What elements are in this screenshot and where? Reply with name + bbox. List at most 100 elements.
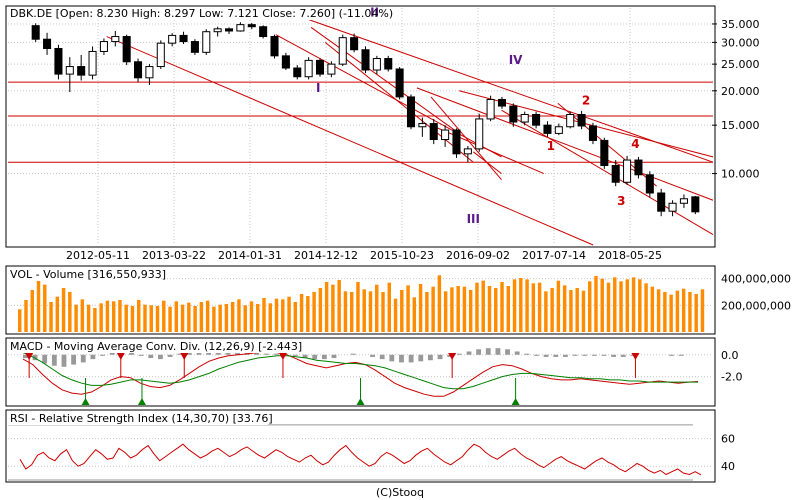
volume-bar bbox=[306, 296, 310, 332]
candle bbox=[668, 202, 677, 212]
volume-bar bbox=[105, 300, 110, 332]
wave-label: 4 bbox=[631, 137, 639, 151]
volume-bar bbox=[205, 300, 210, 332]
volume-bar bbox=[299, 294, 304, 332]
volume-bar bbox=[356, 282, 360, 332]
volume-bar bbox=[268, 303, 272, 332]
signal-line bbox=[22, 352, 698, 390]
volume-bar bbox=[55, 296, 60, 332]
macd-histogram-bar bbox=[408, 354, 414, 363]
volume-bar bbox=[362, 289, 366, 332]
candle bbox=[88, 50, 97, 76]
volume-bar bbox=[30, 290, 34, 332]
volume-bar bbox=[343, 291, 348, 332]
candle bbox=[657, 192, 666, 212]
macd-histogram-bar bbox=[476, 349, 482, 355]
candle bbox=[486, 98, 495, 120]
macd-histogram-bar bbox=[254, 352, 260, 355]
candle bbox=[520, 113, 529, 123]
macd-y-tick-label: 0.0 bbox=[721, 349, 739, 362]
candle bbox=[532, 113, 541, 126]
trend-line bbox=[416, 87, 714, 201]
volume-bar bbox=[387, 282, 391, 332]
volume-bar bbox=[487, 286, 492, 332]
candle bbox=[679, 198, 688, 204]
volume-bar bbox=[74, 304, 78, 332]
volume-bar bbox=[118, 300, 122, 332]
macd-line bbox=[22, 350, 699, 397]
volume-bar bbox=[400, 290, 404, 332]
macd-histogram-bar bbox=[563, 354, 568, 357]
volume-bar bbox=[694, 294, 698, 332]
volume-bar bbox=[619, 281, 623, 332]
volume-bar bbox=[663, 292, 667, 332]
volume-bar bbox=[556, 280, 561, 332]
volume-bar bbox=[187, 302, 191, 332]
volume-bar bbox=[550, 288, 554, 332]
candle bbox=[634, 159, 643, 176]
candle bbox=[611, 165, 620, 183]
rsi-y-tick-label: 40 bbox=[721, 460, 735, 473]
candle bbox=[418, 123, 427, 128]
trend-line bbox=[310, 27, 460, 134]
candle bbox=[315, 59, 325, 75]
sell-signal-marker bbox=[448, 353, 457, 360]
volume-bar bbox=[337, 280, 341, 332]
macd-histogram-bar bbox=[447, 354, 453, 357]
volume-bar bbox=[293, 302, 298, 332]
volume-bar bbox=[80, 299, 85, 332]
volume-bar bbox=[425, 292, 429, 332]
volume-bar bbox=[569, 290, 573, 332]
volume-bar bbox=[431, 286, 435, 332]
price-series: 2012-05-11 2013-03-22 2014-01-31 2014-12-12… bbox=[8, 6, 760, 262]
volume-bar bbox=[162, 300, 166, 332]
sell-signal-marker bbox=[631, 353, 640, 360]
rsi-y-tick-label: 60 bbox=[721, 433, 735, 446]
macd-histogram-bar bbox=[158, 354, 163, 360]
volume-bar bbox=[43, 284, 47, 332]
volume-bar bbox=[368, 291, 373, 332]
candle bbox=[293, 67, 302, 78]
volume-bar bbox=[669, 294, 673, 332]
macd-histogram-bar bbox=[302, 354, 308, 359]
volume-bar bbox=[86, 304, 91, 332]
candle bbox=[600, 139, 609, 167]
macd-histogram-bar bbox=[485, 348, 491, 355]
macd-histogram-bar bbox=[312, 354, 318, 360]
y-tick-label: 10.000 bbox=[721, 168, 760, 181]
candle bbox=[395, 68, 404, 98]
candle bbox=[406, 96, 416, 128]
volume-bar bbox=[274, 298, 279, 332]
y-tick-label: 20.000 bbox=[721, 85, 760, 98]
volume-bar bbox=[174, 301, 179, 332]
macd-histogram-bar bbox=[543, 354, 549, 357]
macd-histogram-bar bbox=[321, 354, 327, 360]
volume-bar bbox=[24, 300, 28, 332]
sell-signal-marker bbox=[25, 353, 34, 360]
volume-bar bbox=[324, 282, 329, 332]
volume-bar bbox=[531, 283, 536, 332]
volume-bar bbox=[256, 304, 260, 332]
macd-histogram-bar bbox=[611, 354, 617, 357]
volume-bar bbox=[381, 292, 385, 332]
candle bbox=[463, 148, 472, 155]
macd-histogram-bar bbox=[51, 354, 57, 366]
volume-bar bbox=[650, 286, 655, 332]
candle bbox=[145, 66, 154, 79]
volume-bar bbox=[331, 284, 335, 332]
x-tick-label: 2013-03-22 bbox=[142, 249, 206, 262]
volume-bar bbox=[375, 284, 379, 332]
candle bbox=[475, 118, 484, 150]
wave-label: 2 bbox=[582, 94, 590, 108]
volume-bar bbox=[61, 288, 66, 332]
trend-line bbox=[324, 41, 474, 163]
volume-bar bbox=[656, 289, 661, 332]
candle bbox=[350, 37, 359, 51]
trend-line bbox=[106, 36, 594, 246]
macd-histogram-bar bbox=[100, 354, 105, 356]
x-tick-label: 2018-05-25 bbox=[598, 249, 662, 262]
candle bbox=[99, 41, 108, 52]
buy-signal-marker bbox=[137, 398, 146, 405]
trend-line bbox=[430, 96, 502, 181]
candle bbox=[31, 25, 40, 40]
